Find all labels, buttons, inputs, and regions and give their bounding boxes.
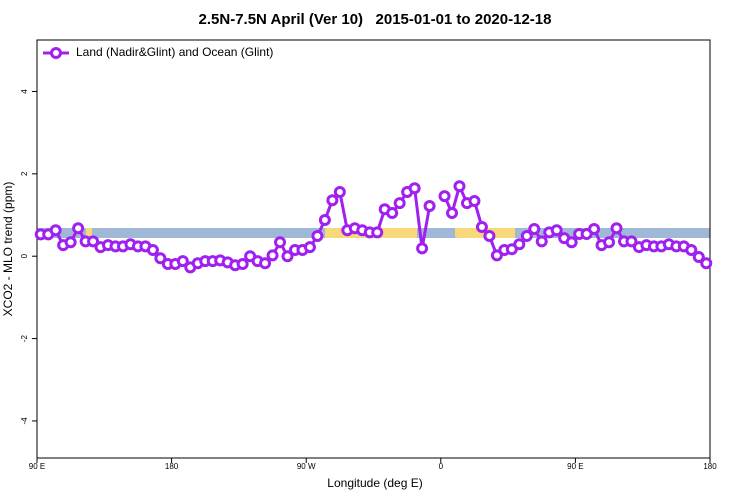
x-tick-label: 180	[165, 462, 179, 471]
data-point	[550, 224, 563, 237]
data-point	[87, 235, 100, 248]
data-point	[303, 241, 316, 254]
data-point	[483, 230, 496, 243]
data-point	[520, 230, 533, 243]
data-point	[588, 223, 601, 236]
x-tick-label: 90 E	[567, 462, 583, 471]
data-point	[326, 194, 339, 207]
data-point	[468, 195, 481, 208]
data-point	[154, 252, 167, 265]
data-point	[318, 213, 331, 226]
data-point	[603, 236, 616, 249]
data-point	[610, 222, 623, 235]
y-tick-label: 0	[20, 253, 29, 258]
data-point	[565, 236, 578, 249]
legend-label: Land (Nadir&Glint) and Ocean (Glint)	[76, 45, 273, 59]
chart-title: 2.5N-7.5N April (Ver 10) 2015-01-01 to 2…	[199, 11, 552, 28]
data-point	[393, 197, 406, 210]
data-point	[490, 249, 503, 262]
data-point	[176, 255, 189, 268]
data-point	[49, 224, 62, 237]
data-point	[528, 223, 541, 236]
land-strip	[86, 228, 92, 238]
data-point	[259, 257, 272, 270]
data-point	[475, 220, 488, 233]
data-point	[685, 244, 698, 257]
y-tick-label: -4	[20, 417, 29, 425]
ocean-strip	[428, 232, 458, 238]
x-tick-label: 90 E	[29, 462, 45, 471]
data-point	[408, 182, 421, 195]
data-point	[386, 206, 399, 219]
plot-frame	[36, 39, 711, 459]
data-point	[146, 244, 159, 257]
data-point	[274, 236, 287, 249]
data-point	[266, 249, 279, 262]
x-axis-label: Longitude (deg E)	[327, 476, 422, 490]
y-tick-label: 4	[20, 89, 29, 94]
data-point	[416, 242, 429, 255]
data-point	[700, 257, 713, 270]
data-point	[692, 251, 705, 264]
data-point	[535, 235, 548, 248]
data-point	[333, 185, 346, 198]
data-point	[446, 206, 459, 219]
data-point	[423, 199, 436, 212]
y-tick-label: 2	[20, 171, 29, 176]
data-point	[371, 226, 384, 239]
data-point	[453, 180, 466, 193]
legend: Land (Nadir&Glint) and Ocean (Glint)	[43, 45, 273, 59]
data-point	[513, 238, 526, 251]
data-point	[281, 250, 294, 263]
y-axis-label: XCO2 - MLO trend (ppm)	[1, 182, 15, 317]
data-point	[311, 230, 324, 243]
legend-marker	[50, 47, 62, 59]
x-tick-label: 180	[703, 462, 717, 471]
x-tick-label: 90 W	[297, 462, 316, 471]
series-line	[40, 184, 708, 269]
data-point	[625, 235, 638, 248]
data-point	[64, 236, 77, 249]
y-tick-label: -2	[20, 334, 29, 342]
x-tick-label: 0	[439, 462, 444, 471]
data-point	[236, 258, 249, 271]
data-point	[438, 190, 451, 203]
data-point	[72, 222, 85, 235]
